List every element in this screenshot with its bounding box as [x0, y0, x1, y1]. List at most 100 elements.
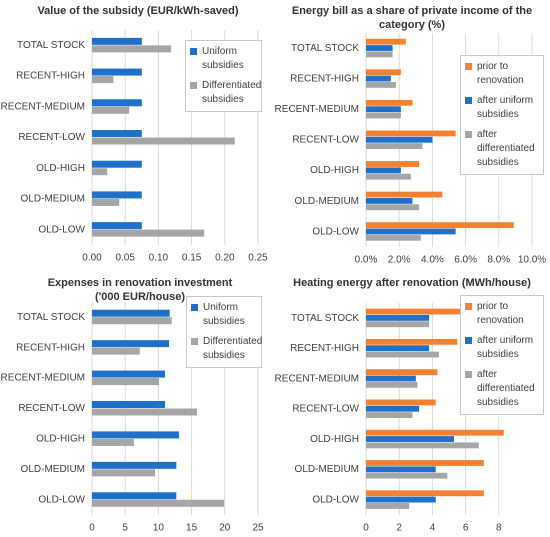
category-label: RECENT-HIGH: [290, 343, 359, 354]
bar: [366, 112, 401, 119]
x-tick-label: 0.25: [248, 253, 268, 264]
legend-item: Uniform subsidies: [191, 301, 257, 329]
x-tick-label: 8: [496, 523, 502, 534]
category-label: OLD-MEDIUM: [295, 196, 359, 207]
legend-marker: [190, 82, 197, 89]
legend-label: Uniform subsidies: [202, 46, 244, 71]
bar: [366, 51, 393, 58]
bar: [366, 75, 391, 82]
x-tick-label: 15: [186, 523, 198, 534]
bar: [92, 191, 142, 199]
bar: [366, 503, 410, 509]
bar: [92, 370, 166, 378]
chart-title: Value of the subsidy (EUR/kWh-saved): [37, 5, 239, 17]
legend: Uniform subsidies Differentiated subsidie…: [186, 296, 262, 368]
legend-item: Differentiated subsidies: [191, 335, 262, 363]
legend-item: after uniform subsidies: [465, 334, 539, 362]
bar: [366, 436, 454, 442]
bar: [366, 442, 479, 449]
bar: [366, 345, 430, 352]
bar: [92, 317, 172, 325]
category-label: OLD-HIGH: [310, 434, 359, 445]
bar: [366, 412, 413, 418]
legend-item: after differentiated subsidies: [465, 128, 539, 170]
bar: [366, 321, 430, 328]
bar: [92, 438, 134, 446]
legend-label: Uniform subsidies: [203, 302, 245, 327]
category-label: RECENT-MEDIUM: [1, 101, 85, 112]
bar: [366, 161, 420, 167]
legend: Uniform subsidies Differentiated subsidie…: [185, 40, 262, 112]
bar: [366, 191, 443, 198]
category-label: RECENT-LOW: [292, 404, 359, 415]
bar: [92, 431, 179, 439]
x-tick-label: 6.0%: [454, 255, 477, 266]
x-tick-label: 20: [219, 523, 231, 534]
bar: [366, 228, 456, 235]
x-tick-label: 2.0%: [388, 255, 411, 266]
x-tick-label: 2: [396, 523, 402, 534]
bar: [366, 351, 440, 358]
legend-marker: [191, 304, 198, 311]
category-label: RECENT-MEDIUM: [275, 104, 359, 115]
bar: [366, 472, 448, 479]
bar: [366, 369, 438, 376]
bar: [366, 99, 413, 106]
x-tick-label: 8.0%: [487, 255, 510, 266]
chart-title: Heating energy after renovation (MWh/hou…: [293, 277, 531, 289]
category-label: RECENT-HIGH: [16, 71, 85, 82]
legend: prior to renovation after uniform subsidi…: [460, 55, 544, 175]
x-tick-label: 0: [363, 523, 369, 534]
legend-marker: [465, 337, 472, 344]
bar: [366, 45, 393, 51]
bar: [92, 309, 170, 317]
chart-panel: 0 5 10 15 20 25 TOTAL STOCK RECENT-HIGH RECENT-M…: [0, 270, 275, 537]
bar: [366, 429, 504, 436]
bar: [92, 130, 142, 137]
legend-item: Uniform subsidies: [190, 45, 257, 73]
category-label: TOTAL STOCK: [291, 313, 359, 324]
bar: [366, 136, 433, 143]
bar: [92, 99, 142, 107]
bar: [366, 466, 436, 473]
category-label: OLD-MEDIUM: [21, 464, 85, 475]
bar: [92, 76, 114, 84]
bar: [366, 106, 401, 113]
legend: prior to renovation after uniform subsidi…: [460, 295, 544, 415]
legend-item: prior to renovation: [465, 300, 539, 328]
bar: [92, 469, 156, 477]
legend-label: Differentiated subsidies: [203, 336, 263, 361]
chart-panel: 0.00 0.05 0.10 0.15 0.20 0.25 TOTAL STOCK RECEN…: [0, 0, 275, 267]
legend-marker: [465, 63, 472, 70]
bar: [92, 45, 172, 53]
bar: [92, 229, 205, 237]
bar: [92, 137, 235, 145]
legend-label: Differentiated subsidies: [202, 80, 262, 105]
bar: [366, 460, 484, 466]
x-tick-label: 0: [89, 523, 95, 534]
bar: [366, 234, 421, 241]
x-tick-label: 10: [153, 523, 165, 534]
bar: [92, 222, 142, 230]
category-label: RECENT-LOW: [18, 403, 85, 414]
category-label: OLD-MEDIUM: [295, 464, 359, 475]
legend-item: prior to renovation: [465, 60, 539, 88]
legend-marker: [191, 338, 198, 345]
bar: [366, 130, 456, 137]
bar: [92, 340, 170, 348]
x-tick-label: 0.05: [115, 253, 135, 264]
category-label: RECENT-LOW: [292, 135, 359, 146]
x-tick-label: 0.15: [182, 253, 202, 264]
bar: [366, 167, 401, 174]
bar: [366, 38, 406, 45]
bar: [92, 378, 160, 386]
category-label: OLD-HIGH: [310, 165, 359, 176]
category-label: RECENT-HIGH: [290, 73, 359, 84]
legend-label: after uniform subsidies: [477, 95, 534, 120]
x-tick-label: 10.0%: [518, 255, 546, 266]
bar: [92, 401, 166, 408]
plot: 0.0% 2.0% 4.0% 6.0% 8.0% 10.0% TOTAL STOCK RECE…: [275, 33, 546, 266]
category-label: TOTAL STOCK: [17, 40, 85, 51]
bar: [366, 143, 423, 149]
plot: 0.00 0.05 0.10 0.15 0.20 0.25 TOTAL STOCK RECEN…: [1, 30, 268, 264]
